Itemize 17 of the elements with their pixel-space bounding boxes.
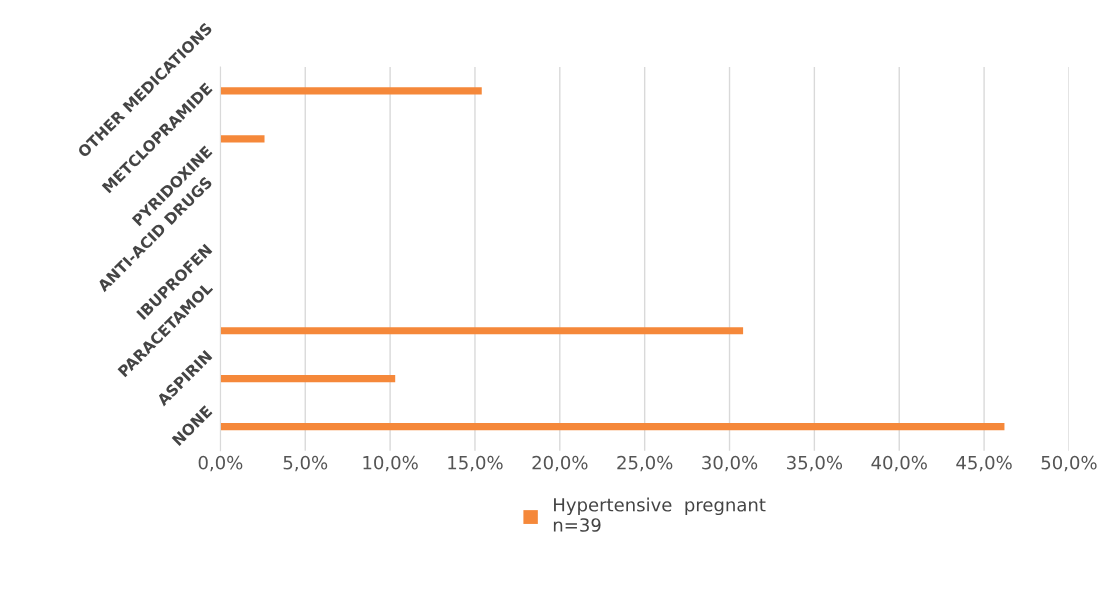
x-tick-label: 25,0% <box>617 455 673 472</box>
bar <box>220 327 744 335</box>
x-tick-label: 35,0% <box>787 455 843 472</box>
x-tick-label: 15,0% <box>448 455 503 472</box>
x-tick-label: 45,0% <box>956 455 1012 472</box>
x-tick-label: 50,0% <box>1041 455 1097 472</box>
x-tick-label: 40,0% <box>871 455 927 472</box>
x-tick-label: 30,0% <box>702 455 758 472</box>
bar <box>220 87 482 95</box>
x-tick-label: 10,0% <box>363 455 418 472</box>
bar <box>220 375 396 383</box>
bar <box>220 135 265 143</box>
x-tick-label: 5,0% <box>283 455 328 472</box>
x-tick-label: 0,0% <box>198 455 243 472</box>
legend-label: Hypertensive pregnant n=39 <box>553 497 766 532</box>
x-tick-label: 20,0% <box>532 455 588 472</box>
bar <box>220 423 1005 431</box>
